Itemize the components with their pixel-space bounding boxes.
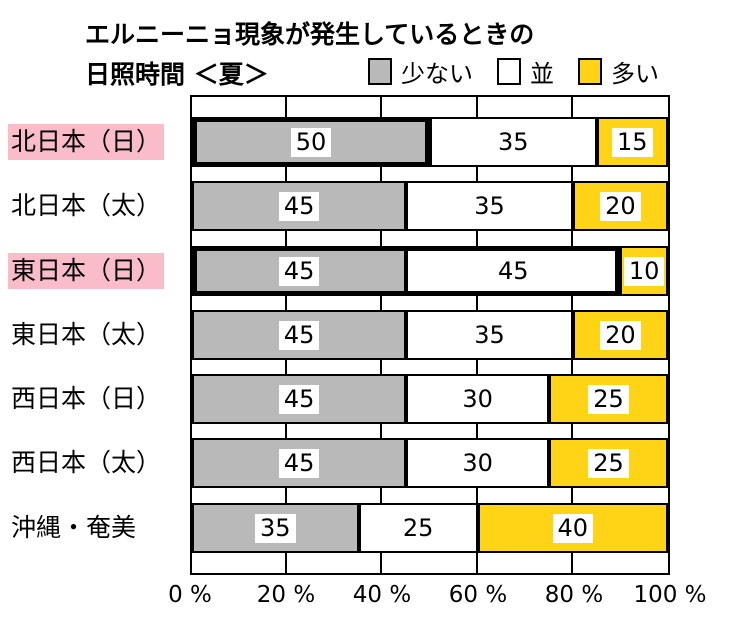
segment-value-label: 30 [457,448,498,478]
segment-value-label: 45 [278,191,320,221]
x-tick-40pct: 40 % [352,582,412,608]
segment-value-label: 45 [278,256,320,286]
bar-segment-ooi: 25 [548,374,668,424]
segment-value-label: 15 [612,127,653,157]
category-label-3: 東日本（太） [11,320,162,349]
bar-segment-ooi: 10 [620,246,668,296]
bar-segment-nami: 45 [406,246,621,296]
segment-value-label: 25 [397,513,439,543]
segment-value-label: 30 [457,384,498,414]
bar-segment-ooi: 20 [572,181,668,231]
bar-segment-sukunai: 50 [192,117,430,167]
segment-value-label: 45 [278,448,320,478]
bar-segment-nami: 25 [358,503,478,553]
segment-value-label: 45 [278,384,320,414]
segment-value-label: 40 [552,513,594,543]
x-tick-0pct: 0 % [168,582,212,608]
x-tick-100pct: 100 % [633,582,707,608]
segment-value-label: 20 [600,320,641,350]
chart-title-line2: 日照時間 ＜夏＞ [85,60,269,89]
bar-row-0: 50 35 15 [192,117,668,167]
bar-row-3: 45 35 20 [192,310,668,360]
bar-row-5: 45 30 25 [192,438,668,488]
category-label-2: 東日本（日） [8,253,165,289]
bar-segment-nami: 30 [406,438,549,488]
category-label-6: 沖縄・奄美 [11,513,137,542]
bar-segment-ooi: 40 [477,503,668,553]
segment-value-label: 45 [278,320,320,350]
bar-segment-sukunai: 45 [192,181,407,231]
x-tick-20pct: 20 % [256,582,316,608]
chart-title-line1: エルニーニョ現象が発生しているときの [85,20,535,49]
legend-swatch-gray [368,58,392,85]
bar-row-1: 45 35 20 [192,181,668,231]
bar-segment-sukunai: 45 [192,438,407,488]
segment-value-label: 35 [493,127,534,157]
legend-label-sukunai: 少ない [401,60,473,88]
bar-segment-nami: 35 [406,310,573,360]
legend-item-ooi: 多い [578,54,659,89]
segment-value-label: 35 [255,513,296,543]
bar-segment-ooi: 20 [572,310,668,360]
legend-label-ooi: 多い [611,60,659,88]
bar-segment-sukunai: 45 [192,374,407,424]
legend-swatch-white [497,58,521,85]
bar-segment-sukunai: 45 [192,246,407,296]
bar-row-6: 35 25 40 [192,503,668,553]
legend-swatch-yellow [578,58,602,85]
segment-value-label: 35 [469,320,510,350]
bar-segment-sukunai: 45 [192,310,407,360]
segment-value-label: 20 [600,191,641,221]
bar-segment-ooi: 25 [548,438,668,488]
segment-value-label: 10 [623,256,665,286]
bar-segment-ooi: 15 [596,117,668,167]
segment-value-label: 45 [493,256,534,286]
segment-value-label: 50 [290,127,332,157]
bar-segment-sukunai: 35 [192,503,359,553]
segment-value-label: 25 [588,448,629,478]
bar-row-2: 45 45 10 [192,246,668,296]
legend-item-sukunai: 少ない [368,54,473,89]
bar-segment-nami: 35 [406,181,573,231]
bar-segment-nami: 30 [406,374,549,424]
category-label-4: 西日本（日） [11,384,162,413]
plot-area: 50 35 15 45 35 20 45 45 10 45 35 20 45 30 25 45 30 25 35 25… [190,95,670,575]
bar-row-4: 45 30 25 [192,374,668,424]
x-tick-60pct: 60 % [448,582,508,608]
segment-value-label: 35 [469,191,510,221]
x-tick-80pct: 80 % [544,582,604,608]
legend-item-nami: 並 [497,54,554,89]
legend: 少ない 並 多い [368,54,659,89]
category-label-0: 北日本（日） [8,124,165,160]
legend-label-nami: 並 [530,60,554,88]
category-label-5: 西日本（太） [11,448,162,477]
category-label-1: 北日本（太） [11,191,162,220]
segment-value-label: 25 [588,384,629,414]
bar-segment-nami: 35 [430,117,597,167]
